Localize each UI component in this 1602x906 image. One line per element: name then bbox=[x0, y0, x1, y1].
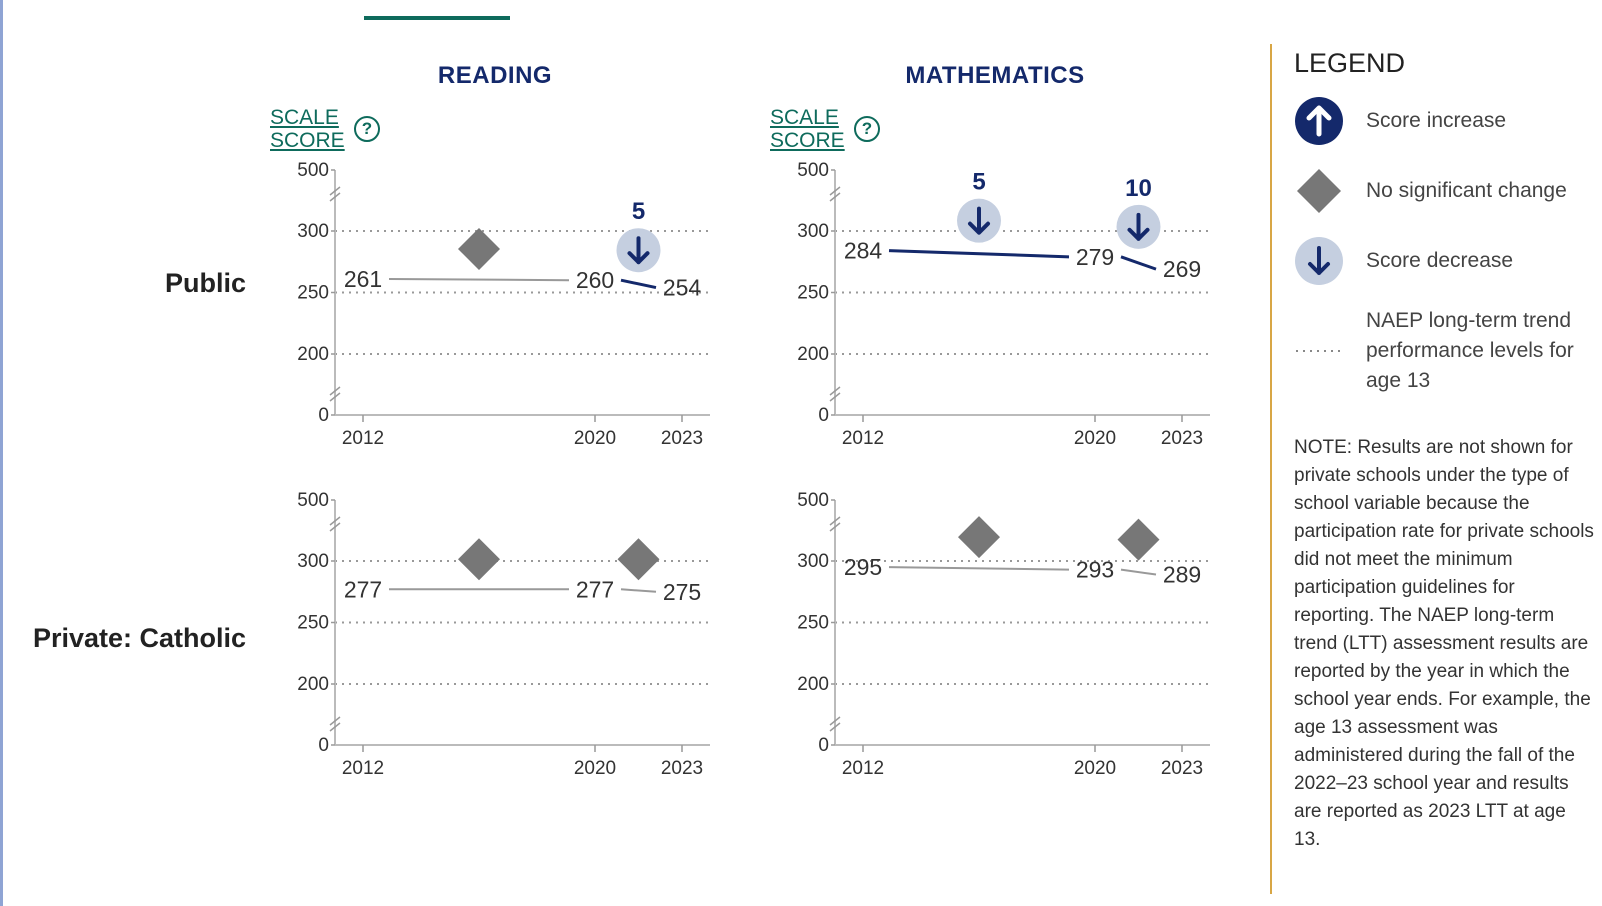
x-tick-label: 2023 bbox=[1161, 428, 1203, 449]
chart-reading-private-catholic: 0 200 250 300 500 2012 2020 2023 277 277 275 bbox=[297, 490, 710, 779]
no-change-marker bbox=[958, 516, 1000, 559]
x-tick-label: 2012 bbox=[342, 758, 384, 779]
x-tick-label: 2023 bbox=[1161, 758, 1203, 779]
page-left-border bbox=[0, 0, 3, 906]
y-tick-label: 500 bbox=[797, 160, 829, 181]
data-value-label: 275 bbox=[663, 579, 701, 605]
legend-item-performance-levels: NAEP long-term trend performance levels … bbox=[1294, 306, 1594, 406]
arrow-down-icon bbox=[968, 206, 990, 235]
y-tick-label: 0 bbox=[818, 735, 829, 756]
y-tick-label: 500 bbox=[297, 490, 329, 511]
axis-break-mark bbox=[829, 386, 841, 402]
x-tick-label: 2012 bbox=[342, 428, 384, 449]
y-tick-label: 250 bbox=[297, 283, 329, 304]
y-tick-label: 200 bbox=[297, 344, 329, 365]
legend-item-score-decrease: Score decrease bbox=[1294, 236, 1594, 286]
data-value-label: 295 bbox=[844, 554, 882, 580]
help-icon[interactable]: ? bbox=[854, 116, 880, 142]
y-tick-label: 300 bbox=[797, 551, 829, 572]
y-tick-label: 500 bbox=[297, 160, 329, 181]
legend-item-no-change: No significant change bbox=[1294, 166, 1594, 216]
axis-break-mark bbox=[329, 386, 341, 402]
legend-title: LEGEND bbox=[1294, 48, 1406, 78]
y-tick-label: 250 bbox=[797, 613, 829, 634]
series-line bbox=[620, 588, 657, 593]
legend-panel: LEGEND Score increase No significant cha… bbox=[1270, 44, 1597, 894]
reading-column-title: READING bbox=[437, 62, 553, 89]
series-line bbox=[888, 566, 1070, 571]
row-label-public: Public bbox=[164, 268, 246, 298]
x-tick-label: 2012 bbox=[842, 428, 884, 449]
axis-break-mark bbox=[329, 186, 341, 202]
data-value-label: 261 bbox=[344, 266, 382, 292]
arrow-down-icon bbox=[627, 236, 650, 265]
active-tab-indicator bbox=[364, 16, 510, 20]
series-line bbox=[620, 278, 657, 290]
no-change-marker bbox=[1117, 518, 1160, 561]
data-value-label: 284 bbox=[844, 238, 883, 264]
x-tick-label: 2020 bbox=[1074, 428, 1116, 449]
legend-note: NOTE: Results are not shown for private … bbox=[1294, 437, 1594, 850]
y-tick-label: 300 bbox=[797, 221, 829, 242]
y-tick-label: 300 bbox=[297, 551, 329, 572]
mathematics-column-title: MATHEMATICS bbox=[905, 62, 1085, 89]
arrow-down-icon bbox=[1127, 212, 1150, 241]
y-tick-label: 200 bbox=[297, 674, 329, 695]
data-value-label: 289 bbox=[1163, 562, 1201, 588]
help-icon[interactable]: ? bbox=[354, 116, 380, 142]
change-label: 10 bbox=[1125, 175, 1152, 202]
data-value-label: 293 bbox=[1076, 557, 1114, 583]
data-value-label: 260 bbox=[576, 267, 614, 293]
axis-break-mark bbox=[329, 716, 341, 732]
y-tick-label: 300 bbox=[297, 221, 329, 242]
mathematics-scale-score-link[interactable]: SCALE SCORE bbox=[770, 106, 845, 152]
y-tick-label: 0 bbox=[818, 405, 829, 426]
x-tick-label: 2023 bbox=[661, 758, 703, 779]
y-tick-label: 200 bbox=[797, 674, 829, 695]
x-tick-label: 2020 bbox=[574, 758, 616, 779]
chart-reading-public: 0 200 250 300 500 2012 2020 2023 5 261 260 254 bbox=[297, 160, 710, 449]
data-value-label: 277 bbox=[576, 576, 614, 602]
data-value-label: 279 bbox=[1076, 244, 1114, 270]
y-tick-label: 200 bbox=[797, 344, 829, 365]
axis-break-mark bbox=[829, 186, 841, 202]
arrow-up-icon bbox=[1295, 97, 1343, 145]
dotted-line-icon bbox=[1296, 350, 1342, 352]
axis-break-mark bbox=[329, 516, 341, 532]
y-tick-label: 0 bbox=[318, 405, 329, 426]
x-tick-label: 2020 bbox=[1074, 758, 1116, 779]
data-value-label: 277 bbox=[344, 576, 382, 602]
axis-break-mark bbox=[829, 516, 841, 532]
series-line bbox=[1120, 255, 1157, 271]
x-tick-label: 2012 bbox=[842, 758, 884, 779]
legend-item-score-increase: Score increase bbox=[1294, 96, 1594, 146]
no-change-marker bbox=[458, 538, 500, 581]
reading-scale-score-link[interactable]: SCALE SCORE bbox=[270, 106, 345, 152]
y-tick-label: 250 bbox=[297, 613, 329, 634]
no-change-marker bbox=[617, 538, 660, 581]
y-tick-label: 0 bbox=[318, 735, 329, 756]
chart-mathematics-private-catholic: 0 200 250 300 500 2012 2020 2023 295 293 289 bbox=[797, 490, 1210, 779]
series-line bbox=[388, 277, 570, 282]
chart-mathematics-public: 0 200 250 300 500 2012 2020 2023 5 10 284 279 269 bbox=[797, 160, 1210, 449]
diamond-icon bbox=[1297, 169, 1341, 213]
no-change-marker bbox=[458, 227, 500, 270]
series-line bbox=[888, 249, 1070, 259]
axis-break-mark bbox=[829, 716, 841, 732]
series-line bbox=[1120, 568, 1157, 576]
y-tick-label: 500 bbox=[797, 490, 829, 511]
change-label: 5 bbox=[972, 169, 985, 196]
x-tick-label: 2023 bbox=[661, 428, 703, 449]
data-value-label: 254 bbox=[663, 275, 702, 301]
data-value-label: 269 bbox=[1163, 256, 1201, 282]
change-label: 5 bbox=[632, 198, 645, 225]
x-tick-label: 2020 bbox=[574, 428, 616, 449]
y-tick-label: 250 bbox=[797, 283, 829, 304]
row-label-private-catholic: Private: Catholic bbox=[32, 623, 246, 653]
arrow-down-icon bbox=[1295, 237, 1343, 285]
